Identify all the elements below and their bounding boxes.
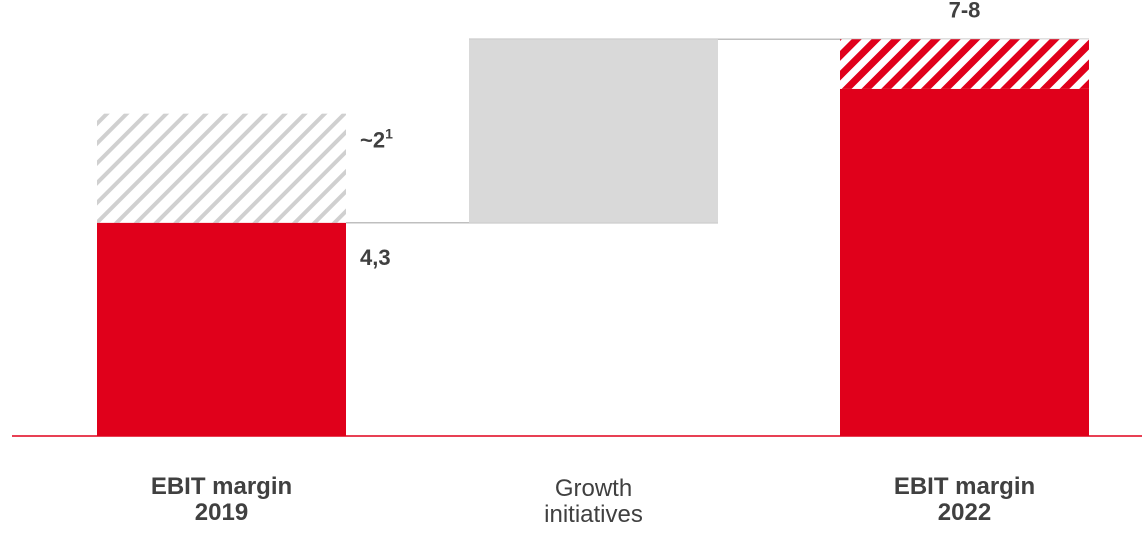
category-label-ebit-2022: EBIT margin 2022 [835,474,1095,526]
bar-2-hatched-red [840,39,1089,89]
category-label-line2: 2019 [194,499,249,526]
data-label-0: 4,3 [360,245,391,270]
bar-2-solid-red [840,88,1089,437]
bars-group [97,39,1089,437]
bar-1-solid-grey [469,39,718,223]
category-label-line2: initiatives [544,501,643,528]
bar-0-hatched-grey [97,113,346,223]
category-label-growth-initiatives: Growth initiatives [464,476,724,528]
category-label-line2: 2022 [937,499,992,526]
data-label-1: ~21 [360,126,393,153]
category-label-line1: EBIT margin [893,473,1036,500]
data-label-4: 7-8 [949,0,981,22]
category-label-line1: Growth [554,475,633,502]
data-labels-group: 4,3 ~21 7-8 [360,0,980,270]
bar-0-solid-red [97,222,346,436]
category-label-line1: EBIT margin [150,473,293,500]
category-label-ebit-2019: EBIT margin 2019 [92,474,352,526]
